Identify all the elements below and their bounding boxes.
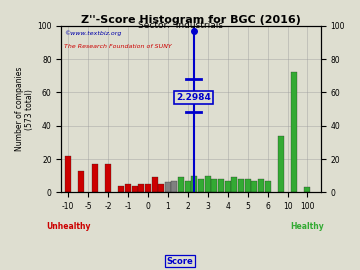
Bar	[305, 187, 310, 193]
Bar	[225, 181, 231, 193]
Bar	[198, 179, 204, 193]
Bar	[78, 171, 84, 193]
Bar	[145, 184, 151, 193]
Title: Z''-Score Histogram for BGC (2016): Z''-Score Histogram for BGC (2016)	[81, 15, 301, 25]
Bar	[192, 176, 197, 193]
Bar	[231, 177, 237, 193]
Text: Sector:  Industrials: Sector: Industrials	[138, 21, 222, 30]
Bar	[138, 184, 144, 193]
Bar	[158, 184, 164, 193]
Bar	[291, 72, 297, 193]
Bar	[165, 182, 171, 193]
Bar	[251, 181, 257, 193]
Text: 2.2984: 2.2984	[176, 93, 211, 102]
Bar	[92, 164, 98, 193]
Text: Healthy: Healthy	[291, 222, 324, 231]
Bar	[65, 156, 71, 193]
Bar	[278, 136, 284, 193]
Bar	[152, 177, 158, 193]
Bar	[105, 164, 111, 193]
Bar	[125, 184, 131, 193]
Text: The Research Foundation of SUNY: The Research Foundation of SUNY	[64, 44, 172, 49]
Y-axis label: Number of companies
(573 total): Number of companies (573 total)	[15, 67, 35, 151]
Bar	[131, 186, 138, 193]
Bar	[265, 181, 271, 193]
Bar	[238, 179, 244, 193]
Bar	[185, 181, 191, 193]
Bar	[205, 176, 211, 193]
Bar	[118, 186, 124, 193]
Bar	[258, 179, 264, 193]
Text: ©www.textbiz.org: ©www.textbiz.org	[64, 31, 121, 36]
Text: Score: Score	[167, 257, 193, 266]
Text: Unhealthy: Unhealthy	[46, 222, 90, 231]
Bar	[178, 177, 184, 193]
Bar	[171, 181, 177, 193]
Bar	[211, 179, 217, 193]
Bar	[245, 179, 251, 193]
Bar	[218, 179, 224, 193]
